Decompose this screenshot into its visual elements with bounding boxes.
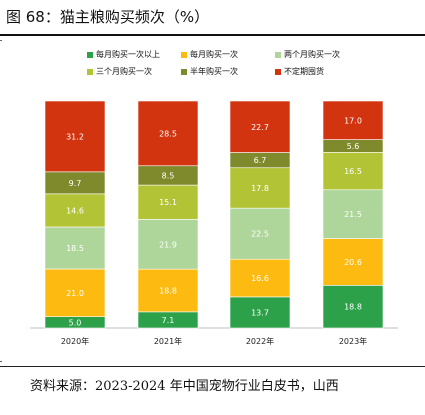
legend-label: 每月购买一次以上 [96,50,160,59]
bar-segment [229,258,291,298]
bar-segment [322,285,384,329]
data-label: 22.5 [251,230,269,239]
legend-item: 每月购买一次 [181,49,238,60]
bar-segment [44,193,106,228]
bar-segment [44,226,106,270]
legend-item: 三个月购买一次 [87,66,152,77]
data-label: 14.6 [66,206,84,215]
bar-segment [322,152,384,191]
x-tick-label: 2023年 [339,336,367,346]
legend-item: 不定期囤货 [275,66,324,77]
data-label: 6.7 [254,156,267,165]
bar-segment [229,167,291,209]
bar-segment [44,100,106,173]
data-label: 16.5 [344,167,362,176]
data-label: 8.5 [162,171,175,180]
legend-item: 每月购买一次以上 [87,49,160,60]
title-divider [0,34,425,36]
legend-item: 半年购买一次 [181,66,238,77]
legend-swatch [87,51,93,58]
data-label: 16.6 [251,274,269,283]
data-label: 17.0 [344,116,362,125]
x-tick-label: 2022年 [246,336,274,346]
data-label: 21.5 [344,210,362,219]
data-label: 20.6 [344,258,362,267]
legend-label: 两个月购买一次 [284,50,340,59]
figure-title: 图 68：猫主粮购买频次（%） [6,8,210,26]
data-label: 21.9 [159,240,177,249]
bar-segment [229,207,291,260]
legend-swatch [87,68,93,75]
legend-label: 三个月购买一次 [96,67,152,76]
legend-swatch [275,51,281,58]
data-label: 5.0 [69,318,82,327]
data-label: 22.7 [251,123,269,132]
data-label: 15.1 [159,198,177,207]
bar-segment [137,219,199,270]
data-label: 5.6 [347,142,360,151]
data-label: 21.0 [66,289,84,298]
left-margin-tick [0,40,2,41]
source-divider [0,366,425,367]
legend-label: 半年购买一次 [190,67,238,76]
data-label: 18.8 [344,303,362,312]
bar-segment [137,184,199,220]
x-tick-label: 2021年 [154,336,182,346]
data-label: 9.7 [69,179,82,188]
bar-segment [137,268,199,313]
source-note: 资料来源：2023-2024 年中国宠物行业白皮书，山西 [30,379,339,394]
data-label: 17.8 [251,184,269,193]
legend-swatch [275,68,281,75]
x-tick-label: 2020年 [61,336,89,346]
legend-item: 两个月购买一次 [275,49,340,60]
legend-label: 每月购买一次 [190,50,238,59]
legend-label: 不定期囤货 [284,67,324,76]
data-label: 18.8 [159,287,177,296]
data-label: 31.2 [66,132,84,141]
data-label: 28.5 [159,129,177,138]
bar-segment [322,189,384,239]
bar-segment [229,100,291,153]
data-label: 7.1 [162,316,175,325]
bar-segment [322,100,384,140]
data-label: 13.7 [251,308,269,317]
bar-segment [137,100,199,167]
legend-swatch [181,68,187,75]
bar-segment [322,238,384,286]
stacked-bar-chart: 5.0 21.0 18.5 14.6 9.7 31.2 2020年 7.1 18.8 21.9 15… [30,100,398,346]
legend-swatch [181,51,187,58]
data-label: 18.5 [66,244,84,253]
left-margin-tick [0,361,2,362]
